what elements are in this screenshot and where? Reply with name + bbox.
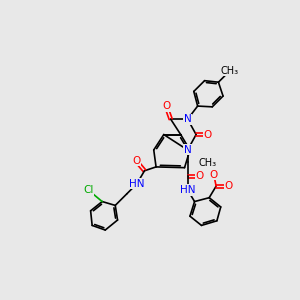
Text: O: O (224, 181, 232, 191)
Text: O: O (203, 130, 212, 140)
Text: O: O (210, 169, 218, 180)
Text: Cl: Cl (83, 185, 94, 195)
Text: O: O (162, 101, 170, 111)
Text: N: N (184, 145, 191, 155)
Text: CH₃: CH₃ (221, 66, 239, 76)
Text: CH₃: CH₃ (199, 158, 217, 168)
Text: O: O (132, 156, 140, 166)
Text: N: N (184, 114, 191, 124)
Text: HN: HN (180, 185, 195, 195)
Text: O: O (196, 171, 204, 181)
Text: HN: HN (129, 179, 145, 189)
